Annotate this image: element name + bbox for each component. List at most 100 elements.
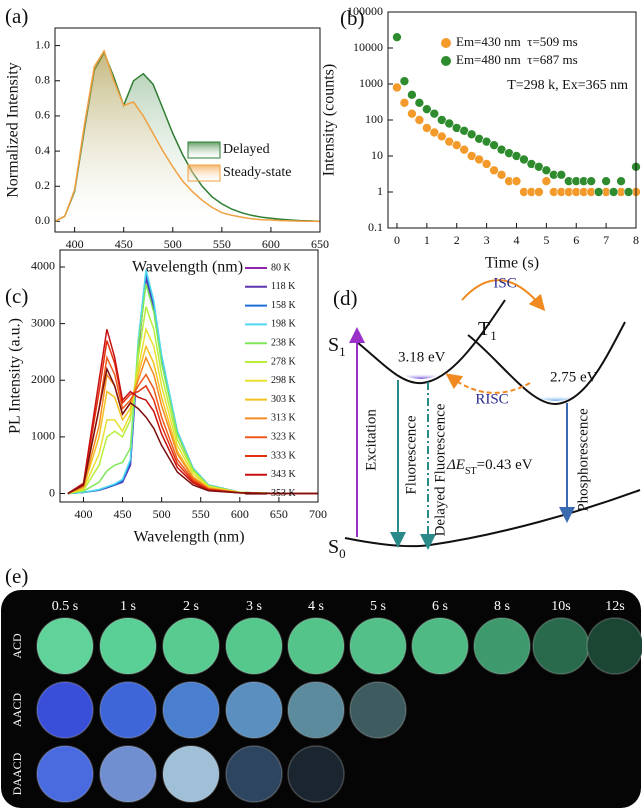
legend-label: 238 K xyxy=(271,337,297,348)
time-label: 1 s xyxy=(120,599,136,614)
x-tick-label: 500 xyxy=(153,507,171,521)
legend-label: 278 K xyxy=(271,356,297,367)
fluorescence-label: Fluorescence xyxy=(403,415,419,494)
dish xyxy=(532,617,590,675)
area xyxy=(55,50,320,222)
y-tick-label: 0.8 xyxy=(35,73,50,87)
x-tick-label: 6 xyxy=(573,233,579,247)
x-tick-label: 500 xyxy=(164,237,182,251)
panel-label: (e) xyxy=(5,564,28,588)
row-label: ACD xyxy=(10,633,24,659)
annotation: T=298 k, Ex=365 nm xyxy=(507,78,628,93)
line xyxy=(67,366,318,495)
y-tick-label: 0.2 xyxy=(35,178,50,192)
point xyxy=(481,159,492,169)
t1-sub: 1 xyxy=(490,328,497,343)
legend-label: 303 K xyxy=(271,394,297,405)
dish xyxy=(473,617,531,675)
point xyxy=(466,129,477,140)
chart: (b) Time (s) Intensity (counts) 0 1 2 3 4 5 6 7 8 0.… xyxy=(321,4,641,272)
point xyxy=(616,176,626,186)
time-label: 8 s xyxy=(494,599,510,614)
legend-label: Em=480 nm τ=687 ms xyxy=(456,52,578,67)
legend-label: 343 K xyxy=(271,469,297,480)
legend-swatch xyxy=(441,38,451,48)
time-label: 6 s xyxy=(432,599,448,614)
isc-arrow xyxy=(461,279,546,312)
gap-rest: =0.43 eV xyxy=(477,457,533,473)
time-label: 0.5 s xyxy=(52,599,78,614)
panel-label: (a) xyxy=(5,4,28,28)
s0-label: S0 xyxy=(328,536,346,562)
x-tick-label: 7 xyxy=(603,233,609,247)
point xyxy=(459,144,469,155)
line xyxy=(67,326,318,495)
time-label: 4 s xyxy=(308,599,324,614)
x-tick-label: 700 xyxy=(309,507,327,521)
s1-label: S1 xyxy=(328,334,346,360)
t1-well xyxy=(530,394,582,401)
point xyxy=(392,32,402,42)
x-tick-label: 650 xyxy=(270,507,288,521)
y-tick-label: 4000 xyxy=(31,259,55,273)
x-tick-label: 600 xyxy=(231,507,249,521)
t1-energy: 2.75 eV xyxy=(550,369,598,385)
s1-energy: 3.18 eV xyxy=(398,349,446,365)
chart: (c) Wavelength (nm) PL Intensity (a.u.) 400… xyxy=(5,249,327,546)
x-tick-label: 400 xyxy=(74,507,92,521)
dish xyxy=(162,617,220,675)
chart: (a) Wavelength (nm) Normalized Intensity 40… xyxy=(5,4,329,276)
point xyxy=(407,90,417,100)
point xyxy=(451,140,462,150)
legend-swatch xyxy=(187,141,221,159)
s0-curve xyxy=(344,489,641,548)
point xyxy=(541,176,552,186)
dish xyxy=(36,617,94,675)
plot-frame xyxy=(387,11,637,229)
point xyxy=(556,170,567,180)
dish xyxy=(349,681,407,739)
y-axis-label: Normalized Intensity xyxy=(5,62,22,198)
y-tick-label: 100 xyxy=(365,112,383,126)
legend-label: 353 K xyxy=(271,488,297,499)
y-tick-label: 0.4 xyxy=(35,143,50,157)
y-tick-label: 0 xyxy=(49,485,55,499)
gap-label: ΔEST=0.43 eV xyxy=(446,457,533,476)
point xyxy=(399,98,410,108)
y-tick-label: 1000 xyxy=(359,76,383,90)
point xyxy=(593,187,604,197)
y-axis-label: Intensity (counts) xyxy=(321,64,338,176)
legend-label: 323 K xyxy=(271,431,297,442)
x-tick-label: 4 xyxy=(513,233,519,247)
x-tick-label: 8 xyxy=(633,233,639,247)
y-tick-label: 3000 xyxy=(31,315,55,329)
x-tick-label: 450 xyxy=(115,237,133,251)
y-tick-label: 1 xyxy=(377,184,383,198)
dish xyxy=(225,745,283,803)
dish xyxy=(162,681,220,739)
gap-sub: ST xyxy=(465,466,477,477)
point xyxy=(511,176,522,186)
point xyxy=(489,165,499,176)
dish xyxy=(36,681,94,739)
s1-curve xyxy=(351,299,506,385)
point xyxy=(601,176,611,186)
gap-main: ΔE xyxy=(446,457,465,473)
x-axis-label: Wavelength (nm) xyxy=(132,259,243,276)
x-tick-label: 550 xyxy=(213,237,231,251)
point xyxy=(414,115,425,125)
point xyxy=(414,98,425,108)
photo-panel: (e) 0.5 s 1 s 2 s 3 s 4 s 5 s 6 s 8 s 10s 12s ACD A… xyxy=(1,564,642,808)
point xyxy=(422,123,432,133)
point xyxy=(534,187,544,197)
dish xyxy=(287,745,345,803)
dish xyxy=(411,617,469,675)
x-tick-label: 0 xyxy=(394,233,400,247)
legend-label: 118 K xyxy=(271,281,296,292)
point xyxy=(496,170,507,180)
y-tick-label: 0.0 xyxy=(35,213,50,227)
dish xyxy=(287,681,345,739)
y-tick-label: 10000 xyxy=(353,40,383,54)
